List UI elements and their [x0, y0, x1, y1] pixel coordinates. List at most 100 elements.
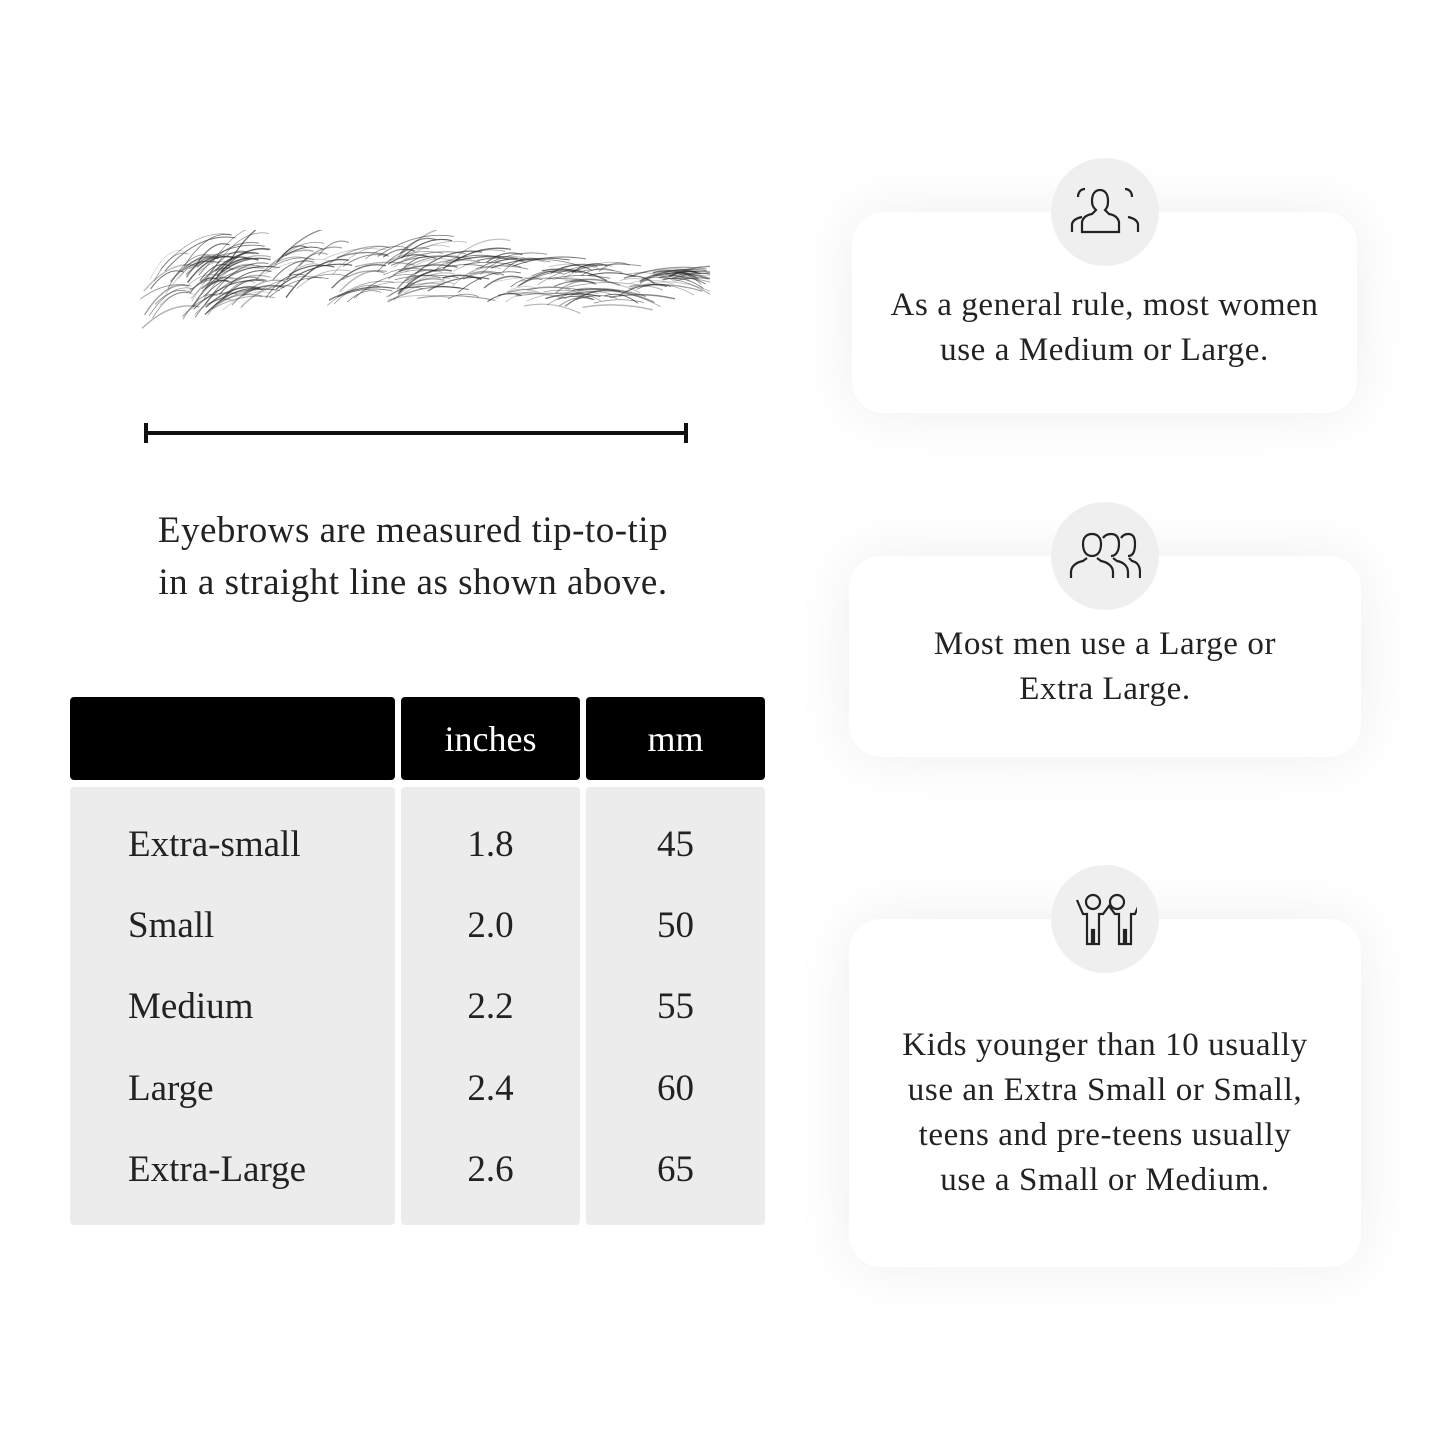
brow-hair-stroke: [204, 262, 269, 305]
brow-hair-stroke: [641, 276, 710, 295]
brow-hair-stroke: [203, 265, 276, 297]
brow-hair-stroke: [577, 288, 655, 304]
brow-hair-stroke: [266, 257, 315, 272]
brow-hair-stroke: [673, 274, 710, 280]
brow-hair-stroke: [337, 288, 393, 298]
brow-hair-stroke: [206, 288, 277, 314]
brow-hair-stroke: [497, 292, 567, 300]
brow-hair-stroke: [393, 269, 443, 276]
brow-hair-stroke: [399, 285, 469, 290]
brow-hair-stroke: [150, 270, 184, 290]
brow-hair-stroke: [333, 284, 380, 305]
brow-hair-stroke: [631, 279, 674, 285]
brow-hair-stroke: [505, 291, 544, 303]
table-column-mm: [586, 787, 765, 1225]
table-cell-inches: 2.2: [467, 986, 514, 1027]
brow-hair-stroke: [531, 270, 563, 277]
eyebrow-illustration: [139, 230, 710, 329]
brow-hair-stroke: [196, 244, 265, 268]
brow-hair-stroke: [506, 287, 583, 294]
brow-hair-stroke: [342, 254, 390, 267]
brow-hair-stroke: [452, 255, 526, 272]
brow-hair-stroke: [241, 284, 285, 297]
brow-hair-stroke: [167, 254, 210, 289]
table-cell-size: Small: [128, 905, 215, 946]
brow-hair-stroke: [463, 261, 522, 268]
brow-hair-stroke: [564, 289, 621, 307]
table-header-inches: inches: [401, 697, 580, 780]
brow-hair-stroke: [265, 273, 305, 299]
brow-hair-stroke: [647, 281, 710, 292]
brow-hair-stroke: [393, 272, 455, 301]
brow-hair-stroke: [192, 279, 229, 307]
brow-hair-stroke: [204, 250, 248, 282]
brow-hair-stroke: [401, 238, 453, 259]
table-cell-mm: 55: [657, 986, 694, 1027]
brow-hair-stroke: [139, 284, 192, 300]
brow-hair-stroke: [154, 290, 190, 305]
brow-hair-stroke: [604, 293, 639, 304]
measurement-line: [144, 423, 688, 443]
brow-hair-stroke: [336, 251, 388, 259]
brow-hair-stroke: [388, 255, 460, 280]
brow-hair-stroke: [629, 285, 664, 291]
brow-hair-stroke: [200, 266, 265, 284]
brow-hair-stroke: [288, 264, 335, 276]
brow-hair-stroke: [618, 284, 668, 297]
brow-hair-stroke: [564, 278, 641, 294]
brow-hair-stroke: [354, 261, 415, 268]
brow-hair-stroke: [399, 237, 437, 254]
brow-hair-stroke: [207, 286, 256, 316]
brow-hair-stroke: [152, 291, 191, 319]
brow-hair-stroke: [679, 272, 710, 276]
brow-hair-stroke: [560, 265, 593, 271]
brow-hair-stroke: [255, 249, 314, 281]
brow-hair-stroke: [537, 264, 614, 285]
brow-hair-stroke: [445, 255, 518, 264]
brow-hair-stroke: [487, 292, 522, 303]
brow-hair-stroke: [407, 264, 484, 283]
brow-hair-stroke: [404, 258, 452, 273]
brow-hair-stroke: [553, 280, 597, 287]
brow-hair-stroke: [510, 277, 543, 288]
table-cell-size: Extra-Large: [128, 1149, 307, 1190]
brow-hair-stroke: [327, 280, 395, 306]
brow-hair-stroke: [526, 292, 585, 302]
brow-hair-stroke: [225, 254, 272, 270]
brow-hair-stroke: [425, 259, 481, 268]
brow-hair-stroke: [299, 252, 328, 267]
brow-hair-stroke: [269, 277, 329, 298]
brow-hair-stroke: [231, 279, 286, 306]
brow-hair-stroke: [575, 295, 618, 301]
brow-hair-stroke: [507, 288, 539, 293]
table-cell-size: Large: [128, 1068, 214, 1109]
brow-hair-stroke: [394, 274, 459, 281]
brow-hair-stroke: [328, 286, 396, 301]
brow-hair-stroke: [675, 277, 710, 282]
brow-hair-stroke: [397, 230, 439, 258]
brow-hair-stroke: [490, 257, 570, 269]
brow-hair-stroke: [406, 244, 451, 256]
brow-hair-stroke: [609, 293, 676, 300]
brow-hair-stroke: [383, 267, 427, 276]
brow-hair-stroke: [555, 280, 595, 294]
brow-hair-stroke: [398, 278, 445, 293]
brow-hair-stroke: [225, 280, 256, 296]
brow-hair-stroke: [201, 279, 232, 290]
table-column-inches: [401, 787, 580, 1225]
brow-hair-stroke: [517, 269, 576, 288]
brow-hair-stroke: [458, 271, 521, 293]
women-group-icon: [1051, 158, 1159, 266]
brow-hair-stroke: [566, 290, 611, 298]
brow-hair-stroke: [417, 295, 496, 302]
brow-hair-stroke: [222, 278, 267, 300]
brow-hair-stroke: [452, 266, 502, 287]
brow-hair-stroke: [469, 270, 505, 276]
brow-hair-stroke: [222, 291, 272, 311]
table-cell-mm: 50: [657, 905, 694, 946]
card-text: As a general rule, most women use a Medi…: [890, 286, 1319, 368]
brow-hair-stroke: [598, 262, 630, 272]
table-cell-inches: 2.6: [467, 1149, 514, 1190]
brow-hair-stroke: [218, 270, 272, 295]
brow-hair-stroke: [550, 263, 598, 274]
